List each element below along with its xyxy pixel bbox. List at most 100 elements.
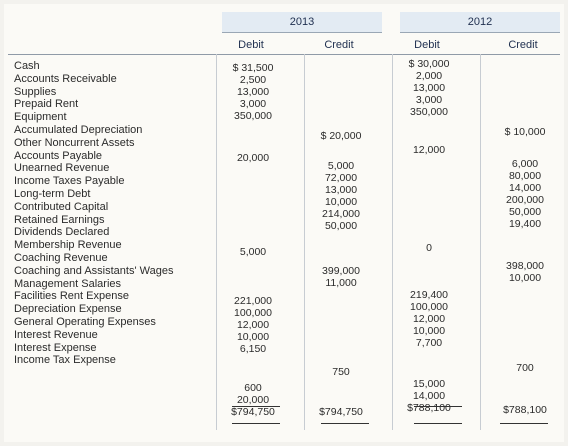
total-double-underline bbox=[321, 423, 369, 424]
total-double-underline bbox=[500, 423, 548, 424]
amount-cell: 100,000 bbox=[410, 301, 448, 313]
account-label: Unearned Revenue bbox=[14, 162, 110, 175]
account-label: General Operating Expenses bbox=[14, 315, 156, 328]
amount-cell: 13,000 bbox=[236, 86, 270, 98]
amount-cell: 12,000 bbox=[412, 313, 446, 325]
year-rule-2013 bbox=[222, 32, 382, 33]
account-label: Retained Earnings bbox=[14, 213, 105, 226]
amount-cell: $ 10,000 bbox=[504, 126, 546, 138]
amount-cell: 10,000 bbox=[508, 272, 542, 284]
amount-cell: 0 bbox=[426, 242, 432, 254]
amount-cell: 600 bbox=[244, 382, 262, 394]
account-label: Supplies bbox=[14, 85, 57, 98]
credit-2013-header: Credit bbox=[324, 39, 354, 51]
debit-2012-header: Debit bbox=[414, 39, 440, 51]
column-separator bbox=[392, 54, 393, 430]
amount-cell: 5,000 bbox=[327, 160, 355, 172]
amount-cell: $ 30,000 bbox=[408, 58, 450, 70]
debit-2013-column: $ 31,500 2,500 13,000 3,000 350,000 20,000 5,0… bbox=[216, 4, 290, 434]
amount-cell: 14,000 bbox=[508, 182, 542, 194]
amount-cell: 5,000 bbox=[239, 246, 267, 258]
account-labels: Cash Accounts Receivable Supplies Prepaid R… bbox=[14, 60, 214, 367]
debit-2013-header: Debit bbox=[238, 39, 264, 51]
amount-cell: 200,000 bbox=[506, 194, 544, 206]
amount-cell: 398,000 bbox=[506, 260, 544, 272]
account-label: Prepaid Rent bbox=[14, 98, 79, 111]
column-separator bbox=[304, 54, 305, 430]
account-label: Income Tax Expense bbox=[14, 354, 116, 367]
amount-cell: 219,400 bbox=[410, 289, 448, 301]
column-separator bbox=[480, 54, 481, 430]
amount-cell: 221,000 bbox=[234, 295, 272, 307]
amount-cell: 700 bbox=[516, 362, 534, 374]
amount-cell: 13,000 bbox=[412, 82, 446, 94]
account-label: Depreciation Expense bbox=[14, 303, 122, 316]
amount-cell: 20,000 bbox=[236, 152, 270, 164]
account-label: Management Salaries bbox=[14, 277, 122, 290]
amount-cell: 12,000 bbox=[236, 319, 270, 331]
amount-cell: 3,000 bbox=[239, 98, 267, 110]
account-label: Coaching Revenue bbox=[14, 251, 108, 264]
account-label: Long-term Debt bbox=[14, 187, 91, 200]
total-double-underline bbox=[414, 423, 462, 424]
credit-2012-header: Credit bbox=[508, 39, 538, 51]
amount-cell: 13,000 bbox=[324, 184, 358, 196]
account-label: Cash bbox=[14, 60, 40, 72]
amount-cell: 2,000 bbox=[415, 70, 443, 82]
amount-cell: 214,000 bbox=[322, 208, 360, 220]
column-separator bbox=[216, 54, 217, 430]
debit-2012-column: $ 30,000 2,000 13,000 3,000 350,000 12,000 0 21… bbox=[392, 4, 466, 434]
account-label: Accounts Receivable bbox=[14, 72, 117, 85]
amount-cell: 20,000 bbox=[236, 394, 270, 406]
account-label: Coaching and Assistants' Wages bbox=[14, 264, 174, 277]
amount-cell: $794,750 bbox=[319, 406, 363, 418]
amount-cell: 11,000 bbox=[325, 277, 357, 289]
amount-cell: 350,000 bbox=[410, 106, 448, 118]
amount-cell: 6,150 bbox=[239, 343, 267, 355]
amount-cell: 19,400 bbox=[508, 218, 542, 230]
amount-cell: 72,000 bbox=[324, 172, 358, 184]
account-label: Interest Expense bbox=[14, 341, 97, 354]
amount-cell: 100,000 bbox=[234, 307, 272, 319]
amount-cell: 750 bbox=[332, 366, 350, 378]
amount-cell: $ 31,500 bbox=[232, 62, 274, 74]
total-underline bbox=[232, 406, 280, 407]
total-double-underline bbox=[232, 423, 280, 424]
account-label: Dividends Declared bbox=[14, 226, 110, 239]
amount-cell: 12,000 bbox=[412, 144, 446, 156]
amount-cell: 350,000 bbox=[234, 110, 272, 122]
year-rule-2012 bbox=[400, 32, 560, 33]
account-label: Contributed Capital bbox=[14, 200, 109, 213]
amount-cell: 10,000 bbox=[236, 331, 270, 343]
credit-2013-column: $ 20,000 5,000 72,000 13,000 10,000 214,000 50… bbox=[304, 4, 378, 434]
amount-cell: $788,100 bbox=[407, 402, 451, 414]
amount-cell: $ 20,000 bbox=[320, 130, 362, 142]
account-label: Accumulated Depreciation bbox=[14, 123, 143, 136]
amount-cell: 15,000 bbox=[412, 378, 446, 390]
total-underline bbox=[414, 406, 462, 407]
amount-cell: 50,000 bbox=[508, 206, 542, 218]
account-label: Income Taxes Payable bbox=[14, 175, 125, 188]
account-label: Other Noncurrent Assets bbox=[14, 136, 135, 149]
amount-cell: $788,100 bbox=[503, 404, 547, 416]
amount-cell: 10,000 bbox=[412, 325, 446, 337]
header-divider bbox=[8, 54, 560, 55]
account-label: Equipment bbox=[14, 111, 67, 124]
account-label: Accounts Payable bbox=[14, 149, 103, 162]
amount-cell: 2,500 bbox=[239, 74, 267, 86]
amount-cell: 399,000 bbox=[322, 265, 360, 277]
amount-cell: 80,000 bbox=[508, 170, 542, 182]
amount-cell: 50,000 bbox=[324, 220, 358, 232]
account-label: Membership Revenue bbox=[14, 239, 122, 252]
amount-cell: 6,000 bbox=[511, 158, 539, 170]
year-header-2013: 2013 bbox=[222, 12, 382, 32]
credit-2012-column: $ 10,000 6,000 80,000 14,000 200,000 50,000 19… bbox=[488, 4, 562, 434]
amount-cell: 7,700 bbox=[415, 337, 443, 349]
amount-cell: $794,750 bbox=[231, 406, 275, 418]
account-label: Interest Revenue bbox=[14, 328, 98, 341]
amount-cell: 10,000 bbox=[324, 196, 358, 208]
trial-balance-panel: 2013 2012 Debit Credit Debit Credit Cash… bbox=[4, 4, 564, 442]
amount-cell: 14,000 bbox=[412, 390, 446, 402]
amount-cell: 3,000 bbox=[415, 94, 443, 106]
year-header-2012: 2012 bbox=[400, 12, 560, 32]
